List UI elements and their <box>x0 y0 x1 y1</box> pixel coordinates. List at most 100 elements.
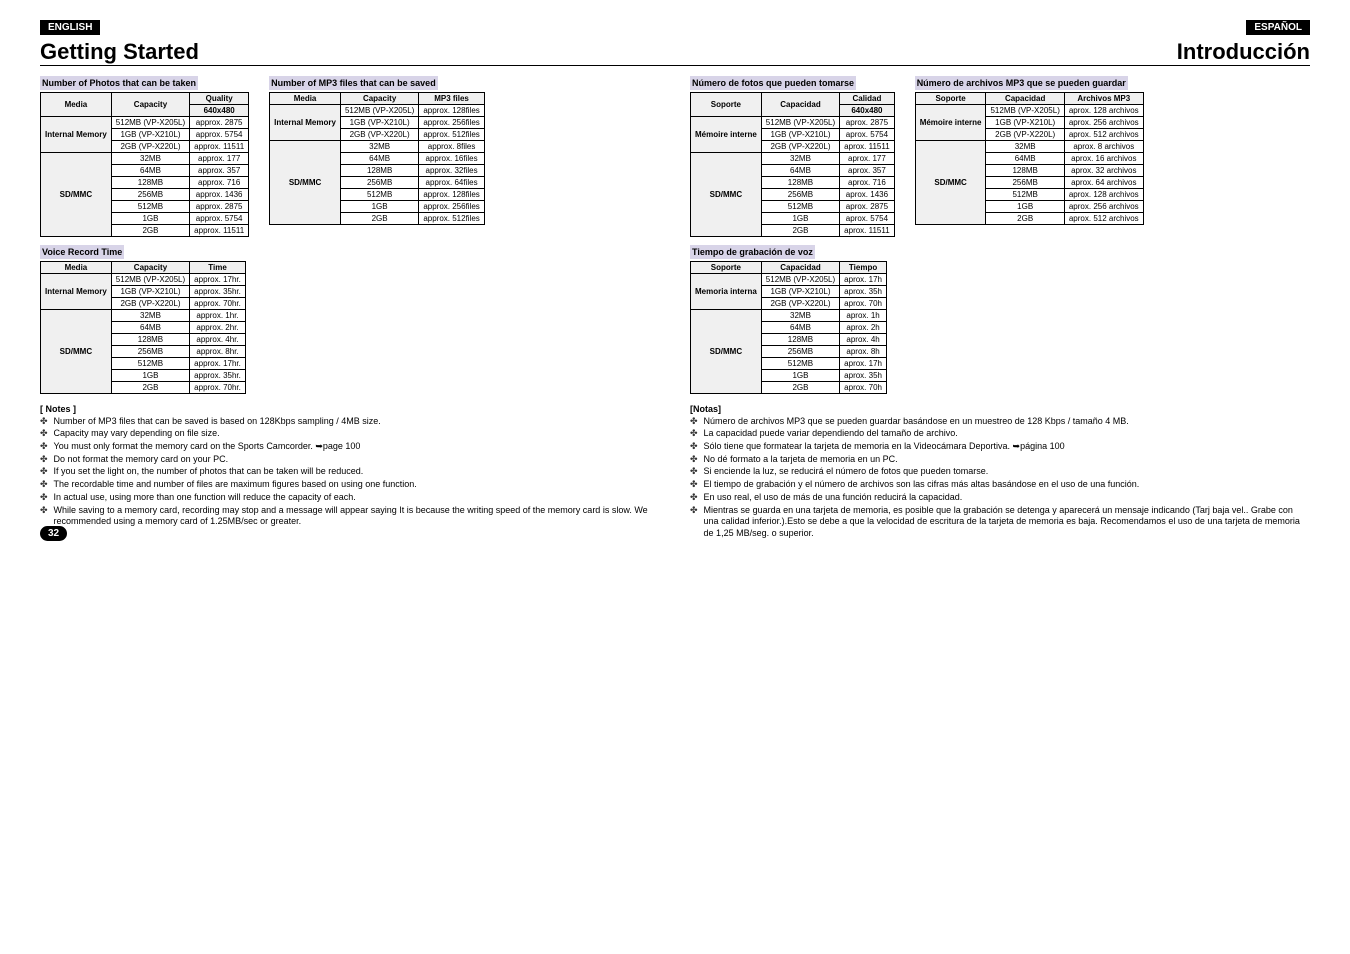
note-item: ✤Si enciende la luz, se reducirá el núme… <box>690 466 1310 478</box>
table-cell: 512MB (VP-X205L) <box>111 117 189 129</box>
table-cell: 2GB <box>340 213 418 225</box>
table-cell: 256MB <box>111 189 189 201</box>
table-cell: aprox. 128 archivos <box>1064 189 1143 201</box>
table-cell: approx. 128files <box>419 189 484 201</box>
table-cell: approx. 4hr. <box>190 334 246 346</box>
table-cell: 64MB <box>111 322 189 334</box>
table-cell: aprox. 17h <box>840 358 887 370</box>
note-item: ✤The recordable time and number of files… <box>40 479 660 491</box>
table-cell: 2GB <box>111 382 189 394</box>
table-cell: 32MB <box>761 310 839 322</box>
table-cell: approx. 357 <box>190 165 249 177</box>
table-cell: 2GB <box>986 213 1064 225</box>
lang-spanish: ESPAÑOL <box>1246 20 1310 35</box>
table-cell: approx. 512files <box>419 129 484 141</box>
table-cell: aprox. 70h <box>840 298 887 310</box>
table-cell: 512MB <box>111 358 189 370</box>
table-cell: approx. 512files <box>419 213 484 225</box>
table-cell: 128MB <box>761 334 839 346</box>
table-cell: 2GB (VP-X220L) <box>340 129 418 141</box>
table-cell: aprox. 8h <box>840 346 887 358</box>
table-cell: approx. 8hr. <box>190 346 246 358</box>
table-cell: 32MB <box>111 153 189 165</box>
photos-title-en: Number of Photos that can be taken <box>40 76 198 90</box>
notes-heading-es: [Notas] <box>690 404 1310 416</box>
table-cell: 1GB (VP-X210L) <box>761 286 839 298</box>
table-cell: aprox. 512 archivos <box>1064 129 1143 141</box>
table-cell: approx. 70hr. <box>190 298 246 310</box>
mp3-title-en: Number of MP3 files that can be saved <box>269 76 438 90</box>
table-cell: 32MB <box>340 141 418 153</box>
table-cell: 2GB <box>761 382 839 394</box>
table-cell: aprox. 5754 <box>840 129 895 141</box>
table-cell: 1GB <box>111 370 189 382</box>
note-item: ✤El tiempo de grabación y el número de a… <box>690 479 1310 491</box>
table-cell: 512MB <box>761 358 839 370</box>
voice-table-en: MediaCapacityTimeInternal Memory512MB (V… <box>40 261 246 394</box>
table-cell: 512MB <box>761 201 839 213</box>
table-cell: 2GB (VP-X220L) <box>986 129 1064 141</box>
table-cell: 2GB (VP-X220L) <box>761 298 839 310</box>
notes-heading-en: [ Notes ] <box>40 404 660 416</box>
table-cell: aprox. 2875 <box>840 117 895 129</box>
table-cell: 128MB <box>111 334 189 346</box>
table-cell: aprox. 16 archivos <box>1064 153 1143 165</box>
note-item: ✤You must only format the memory card on… <box>40 441 660 453</box>
table-cell: aprox. 177 <box>840 153 895 165</box>
page-number: 32 <box>40 526 67 541</box>
table-cell: 256MB <box>761 189 839 201</box>
table-cell: approx. 35hr. <box>190 370 246 382</box>
table-cell: 512MB (VP-X205L) <box>340 105 418 117</box>
table-cell: 128MB <box>111 177 189 189</box>
table-cell: aprox. 35h <box>840 286 887 298</box>
table-cell: 512MB (VP-X205L) <box>111 274 189 286</box>
table-cell: 128MB <box>340 165 418 177</box>
table-cell: 512MB <box>340 189 418 201</box>
table-cell: approx. 1hr. <box>190 310 246 322</box>
table-cell: 1GB <box>761 213 839 225</box>
table-cell: aprox. 2h <box>840 322 887 334</box>
mp3-table-es: SoporteCapacidadArchivos MP3Mémoire inte… <box>915 92 1144 225</box>
table-cell: 1GB (VP-X210L) <box>761 129 839 141</box>
note-item: ✤Mientras se guarda en una tarjeta de me… <box>690 505 1310 540</box>
table-cell: 512MB (VP-X205L) <box>761 117 839 129</box>
table-cell: approx. 716 <box>190 177 249 189</box>
table-cell: aprox. 357 <box>840 165 895 177</box>
table-cell: aprox. 2875 <box>840 201 895 213</box>
spanish-column: Número de fotos que pueden tomarse Sopor… <box>690 76 1310 541</box>
table-cell: aprox. 1h <box>840 310 887 322</box>
table-cell: 1GB <box>761 370 839 382</box>
table-cell: 2GB <box>761 225 839 237</box>
table-cell: 1GB (VP-X210L) <box>986 117 1064 129</box>
note-item: ✤En uso real, el uso de más de una funci… <box>690 492 1310 504</box>
table-cell: approx. 35hr. <box>190 286 246 298</box>
table-cell: 1GB (VP-X210L) <box>111 286 189 298</box>
table-cell: aprox. 11511 <box>840 141 895 153</box>
voice-title-en: Voice Record Time <box>40 245 124 259</box>
notes-es: [Notas] ✤Número de archivos MP3 que se p… <box>690 404 1310 540</box>
table-cell: 64MB <box>111 165 189 177</box>
voice-table-es: SoporteCapacidadTiempoMemoria interna512… <box>690 261 887 394</box>
table-cell: 256MB <box>111 346 189 358</box>
table-cell: approx. 177 <box>190 153 249 165</box>
table-cell: 2GB (VP-X220L) <box>111 298 189 310</box>
table-cell: approx. 11511 <box>190 225 249 237</box>
table-cell: 128MB <box>986 165 1064 177</box>
table-cell: approx. 1436 <box>190 189 249 201</box>
table-cell: approx. 2875 <box>190 201 249 213</box>
table-cell: 1GB (VP-X210L) <box>340 117 418 129</box>
table-cell: 512MB <box>986 189 1064 201</box>
table-cell: aprox. 11511 <box>840 225 895 237</box>
table-cell: approx. 256files <box>419 201 484 213</box>
table-cell: approx. 32files <box>419 165 484 177</box>
voice-title-es: Tiempo de grabación de voz <box>690 245 815 259</box>
table-cell: 32MB <box>986 141 1064 153</box>
table-cell: 64MB <box>761 322 839 334</box>
table-cell: aprox. 716 <box>840 177 895 189</box>
table-cell: 512MB (VP-X205L) <box>986 105 1064 117</box>
table-cell: 512MB <box>111 201 189 213</box>
table-cell: aprox. 5754 <box>840 213 895 225</box>
table-cell: aprox. 32 archivos <box>1064 165 1143 177</box>
table-cell: approx. 2hr. <box>190 322 246 334</box>
note-item: ✤Number of MP3 files that can be saved i… <box>40 416 660 428</box>
